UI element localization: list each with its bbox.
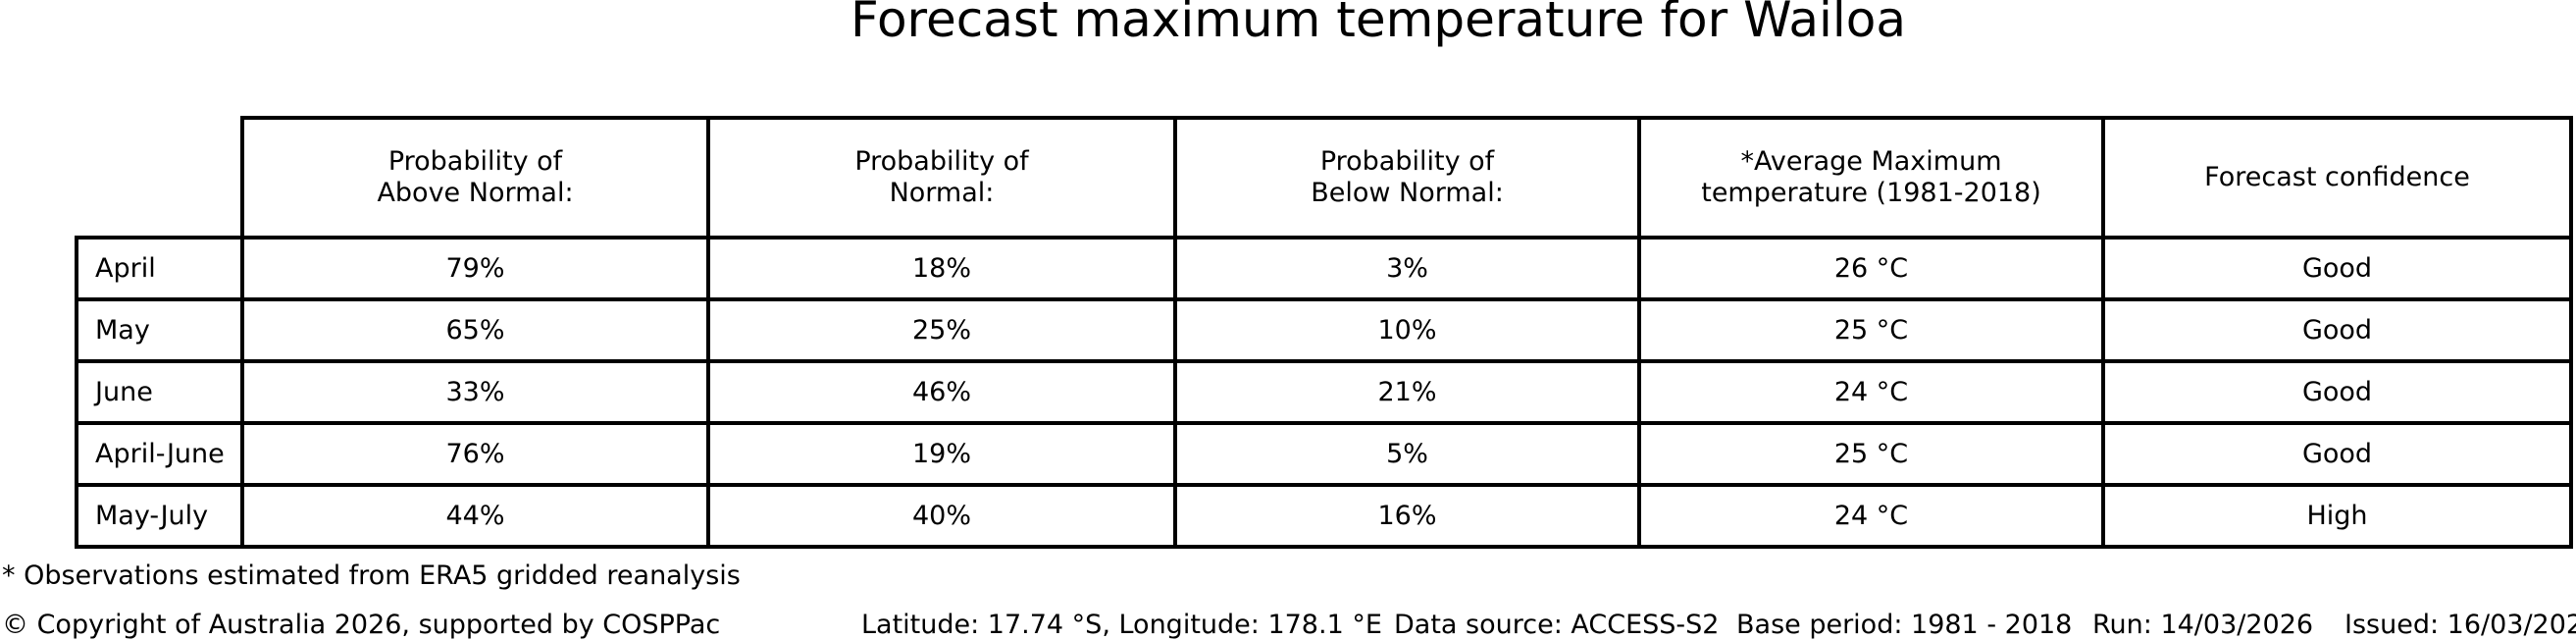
col-header-normal: Probability of Normal: [706, 116, 1177, 240]
col-header-above-normal: Probability of Above Normal: [240, 116, 710, 240]
row-label: April-June [75, 421, 244, 487]
table-header-row: Probability of Above Normal: Probability… [77, 116, 2573, 240]
row-label: May-July [75, 483, 244, 549]
cell-normal: 46% [706, 359, 1177, 425]
cell-above-normal: 79% [240, 236, 710, 301]
row-label: May [75, 297, 244, 363]
row-label: April [75, 236, 244, 301]
cell-normal: 25% [706, 297, 1177, 363]
copyright-text: © Copyright of Australia 2026, supported… [2, 610, 721, 640]
cell-below-normal: 5% [1173, 421, 1641, 487]
run-date-text: Run: 14/03/2026 [2092, 610, 2314, 640]
lat-long-text: Latitude: 17.74 °S, Longitude: 178.1 °E [861, 610, 1382, 640]
base-period-text: Base period: 1981 - 2018 [1736, 610, 2073, 640]
table-row: May-July 44% 40% 16% 24 °C High [75, 483, 2573, 549]
cell-avg-max-temp: 25 °C [1637, 421, 2105, 487]
cell-forecast-confidence: High [2101, 483, 2573, 549]
table-row: June 33% 46% 21% 24 °C Good [75, 359, 2573, 425]
footer-bar: © Copyright of Australia 2026, supported… [0, 611, 2576, 640]
table-row: April 79% 18% 3% 26 °C Good [75, 236, 2573, 301]
cell-avg-max-temp: 24 °C [1637, 359, 2105, 425]
cell-forecast-confidence: Good [2101, 236, 2573, 301]
cell-above-normal: 44% [240, 483, 710, 549]
issued-date-text: Issued: 16/03/2026 [2344, 610, 2576, 640]
col-header-avg-max-temp: *Average Maximum temperature (1981-2018) [1637, 116, 2105, 240]
row-label: June [75, 359, 244, 425]
footnote-observations: * Observations estimated from ERA5 gridd… [2, 560, 741, 591]
cell-forecast-confidence: Good [2101, 297, 2573, 363]
data-source-text: Data source: ACCESS-S2 [1394, 610, 1720, 640]
cell-forecast-confidence: Good [2101, 421, 2573, 487]
page-title: Forecast maximum temperature for Wailoa [850, 0, 1906, 48]
cell-normal: 19% [706, 421, 1177, 487]
cell-below-normal: 3% [1173, 236, 1641, 301]
col-header-empty [77, 118, 242, 238]
cell-normal: 40% [706, 483, 1177, 549]
cell-below-normal: 21% [1173, 359, 1641, 425]
cell-avg-max-temp: 25 °C [1637, 297, 2105, 363]
cell-avg-max-temp: 26 °C [1637, 236, 2105, 301]
forecast-table: Probability of Above Normal: Probability… [75, 116, 2573, 549]
table-row: May 65% 25% 10% 25 °C Good [75, 297, 2573, 363]
cell-above-normal: 76% [240, 421, 710, 487]
cell-below-normal: 16% [1173, 483, 1641, 549]
cell-normal: 18% [706, 236, 1177, 301]
cell-avg-max-temp: 24 °C [1637, 483, 2105, 549]
col-header-below-normal: Probability of Below Normal: [1173, 116, 1641, 240]
cell-above-normal: 33% [240, 359, 710, 425]
cell-above-normal: 65% [240, 297, 710, 363]
col-header-forecast-confidence: Forecast confidence [2101, 116, 2573, 240]
table-row: April-June 76% 19% 5% 25 °C Good [75, 421, 2573, 487]
cell-below-normal: 10% [1173, 297, 1641, 363]
cell-forecast-confidence: Good [2101, 359, 2573, 425]
